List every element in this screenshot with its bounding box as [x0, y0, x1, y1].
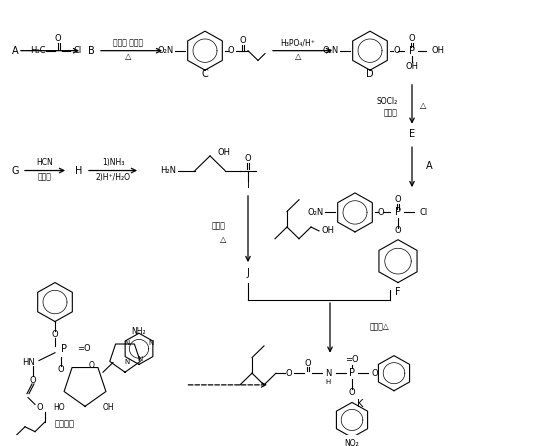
Text: H₂N: H₂N: [160, 166, 176, 175]
Text: N: N: [137, 355, 143, 362]
Text: O: O: [286, 369, 293, 378]
Text: O₂N: O₂N: [323, 46, 339, 55]
Text: P: P: [395, 207, 401, 217]
Text: B: B: [88, 45, 95, 56]
Text: 1)NH₃: 1)NH₃: [102, 158, 124, 167]
Text: O: O: [409, 34, 415, 43]
Text: 催化剂: 催化剂: [384, 108, 398, 118]
Text: △: △: [220, 235, 226, 244]
Text: O: O: [36, 403, 43, 412]
Text: A: A: [426, 161, 432, 171]
Text: OH: OH: [432, 46, 445, 55]
Text: P: P: [349, 368, 355, 378]
Text: O: O: [89, 361, 95, 370]
Text: HO: HO: [54, 403, 65, 412]
Text: △: △: [295, 52, 301, 61]
Text: O: O: [55, 34, 61, 43]
Text: 催化剂: 催化剂: [38, 173, 52, 182]
Text: K: K: [357, 399, 363, 409]
Text: N: N: [124, 340, 129, 346]
Text: H₃PO₄/H⁺: H₃PO₄/H⁺: [280, 38, 315, 47]
Text: OH: OH: [103, 403, 114, 412]
Text: H: H: [325, 379, 331, 385]
Text: O: O: [30, 376, 36, 384]
Text: O: O: [51, 330, 58, 339]
Text: △: △: [125, 52, 131, 61]
Text: O: O: [305, 359, 311, 368]
Text: △: △: [420, 101, 426, 110]
Text: =O: =O: [77, 344, 91, 353]
Text: N: N: [148, 340, 154, 346]
Text: A: A: [12, 45, 19, 56]
Text: 浓硫酸 浓硝酸: 浓硫酸 浓硝酸: [113, 38, 143, 47]
Text: O: O: [395, 227, 401, 235]
Text: O: O: [372, 369, 379, 378]
Text: SOCl₂: SOCl₂: [377, 97, 398, 106]
Text: HN: HN: [22, 358, 35, 367]
Text: O₂N: O₂N: [158, 46, 174, 55]
Text: O: O: [395, 195, 401, 204]
Text: P: P: [409, 45, 415, 56]
Text: J: J: [247, 268, 249, 278]
Text: NH₂: NH₂: [132, 327, 147, 336]
Text: 瑞德西韦: 瑞德西韦: [55, 419, 75, 428]
Text: O: O: [244, 154, 251, 163]
Text: E: E: [409, 129, 415, 140]
Text: O: O: [58, 365, 64, 374]
Text: HCN: HCN: [36, 158, 54, 167]
Text: =O: =O: [345, 355, 359, 364]
Text: 催化剂△: 催化剂△: [370, 322, 390, 331]
Text: Cl: Cl: [420, 208, 428, 217]
Text: 浓硫酸: 浓硫酸: [212, 222, 226, 231]
Text: OH: OH: [321, 227, 334, 235]
Text: N: N: [124, 359, 129, 365]
Text: O: O: [378, 208, 385, 217]
Text: OH: OH: [405, 62, 419, 71]
Text: O: O: [349, 388, 356, 397]
Text: O: O: [393, 46, 400, 55]
Text: H: H: [75, 165, 82, 176]
Text: I: I: [247, 180, 249, 190]
Text: C: C: [202, 69, 208, 79]
Text: 2)H⁺/H₂O: 2)H⁺/H₂O: [96, 173, 131, 182]
Text: N: N: [325, 369, 331, 378]
Text: O: O: [239, 37, 246, 45]
Text: F: F: [395, 287, 401, 297]
Text: O₂N: O₂N: [308, 208, 324, 217]
Text: D: D: [366, 69, 374, 79]
Text: O: O: [228, 46, 234, 55]
Text: H₃C: H₃C: [30, 46, 46, 55]
Text: P: P: [61, 344, 67, 354]
Text: OH: OH: [218, 148, 231, 157]
Text: G: G: [12, 165, 19, 176]
Text: NO₂: NO₂: [345, 439, 359, 446]
Text: Cl: Cl: [74, 46, 82, 55]
